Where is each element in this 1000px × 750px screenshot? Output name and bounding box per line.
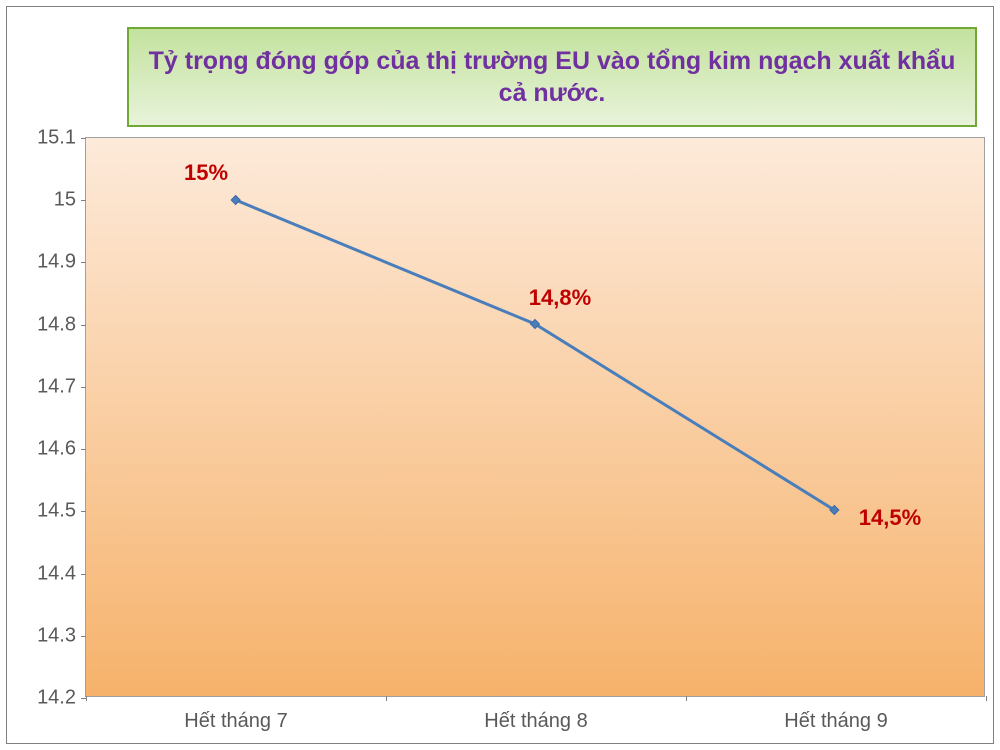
x-axis-tick-mark xyxy=(986,696,987,701)
chart-title-text: Tỷ trọng đóng góp của thị trường EU vào … xyxy=(139,45,965,110)
y-axis-tick-mark xyxy=(81,325,86,326)
series-data-label: 15% xyxy=(184,160,228,186)
x-axis-tick-label: Hết tháng 8 xyxy=(484,696,587,733)
y-axis-tick-label: 14.9 xyxy=(37,251,86,274)
y-axis-tick-mark xyxy=(81,138,86,139)
series-marker xyxy=(231,196,240,205)
series-line xyxy=(236,200,835,510)
y-axis-tick-label: 14.7 xyxy=(37,375,86,398)
y-axis-tick-mark xyxy=(81,574,86,575)
line-series-svg xyxy=(86,138,984,696)
y-axis-tick-label: 14.8 xyxy=(37,313,86,336)
y-axis-tick-mark xyxy=(81,511,86,512)
chart-title: Tỷ trọng đóng góp của thị trường EU vào … xyxy=(127,27,977,127)
x-axis-tick-mark xyxy=(86,696,87,701)
series-data-label: 14,5% xyxy=(859,505,921,531)
series-data-label: 14,8% xyxy=(529,285,591,311)
x-axis-tick-mark xyxy=(686,696,687,701)
y-axis-tick-mark xyxy=(81,200,86,201)
y-axis-tick-mark xyxy=(81,449,86,450)
plot-area: 14.214.314.414.514.614.714.814.91515.1Hế… xyxy=(85,137,985,697)
y-axis-tick-label: 15.1 xyxy=(37,127,86,150)
y-axis-tick-label: 14.4 xyxy=(37,562,86,585)
x-axis-tick-label: Hết tháng 7 xyxy=(184,696,287,733)
y-axis-tick-label: 14.3 xyxy=(37,624,86,647)
y-axis-tick-mark xyxy=(81,387,86,388)
y-axis-tick-mark xyxy=(81,636,86,637)
y-axis-tick-label: 14.6 xyxy=(37,438,86,461)
x-axis-tick-label: Hết tháng 9 xyxy=(784,696,887,733)
chart-frame: Tỷ trọng đóng góp của thị trường EU vào … xyxy=(6,6,994,744)
x-axis-tick-mark xyxy=(386,696,387,701)
y-axis-tick-mark xyxy=(81,262,86,263)
y-axis-tick-label: 14.2 xyxy=(37,687,86,710)
y-axis-tick-label: 14.5 xyxy=(37,500,86,523)
